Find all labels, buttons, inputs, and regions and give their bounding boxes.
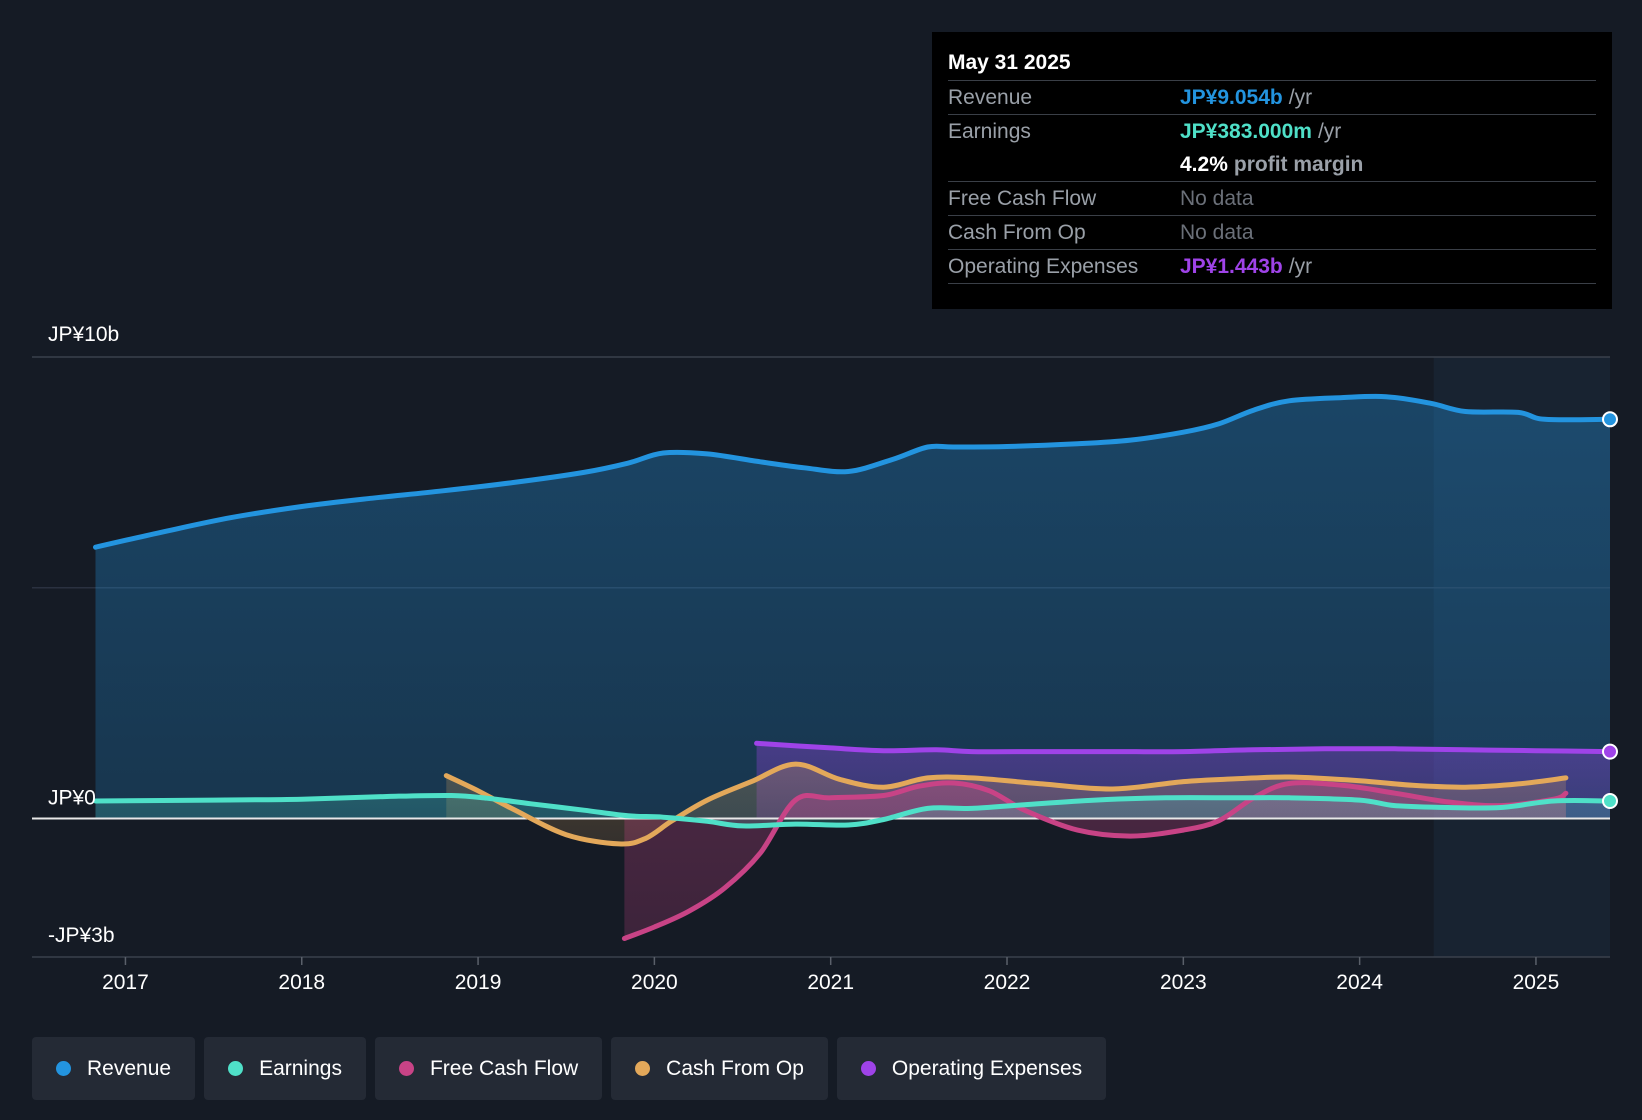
y-tick-label: JP¥10b [48,323,119,346]
x-tick-label: 2021 [807,971,854,994]
tooltip-unit: /yr [1317,120,1342,143]
legend-label: Revenue [87,1056,172,1080]
tooltip-value: No data [1180,187,1254,210]
x-tick-label: 2024 [1336,971,1383,994]
tooltip-row-fcf: Free Cash Flow No data [948,182,1596,216]
legend-item-revenue[interactable]: Revenue [32,1037,196,1100]
legend-item-free-cash-flow[interactable]: Free Cash Flow [374,1037,603,1100]
line-free-cash-flow [621,780,1569,941]
tooltip-label-spacer [948,148,1180,181]
y-tick-label: -JP¥3b [48,924,115,947]
x-tick-label: 2018 [278,971,325,994]
tooltip-row-earnings: Earnings JP¥383.000m /yr [948,115,1596,148]
tooltip-unit: /yr [1288,255,1313,278]
end-marker-operating-expenses [1602,743,1618,760]
tooltip-label: Revenue [948,86,1033,109]
tooltip-label: Free Cash Flow [948,187,1097,210]
tooltip-date: May 31 2025 [948,46,1596,81]
line-earnings [93,792,1613,829]
legend: Revenue Earnings Free Cash Flow Cash Fro… [32,1037,1107,1100]
tooltip-value: 4.2% [1180,153,1228,176]
y-tick-label: JP¥0 [48,787,96,810]
end-marker-revenue [1602,411,1618,428]
legend-dot-icon [56,1061,71,1076]
legend-dot-icon [860,1061,876,1076]
tooltip-row-margin: 4.2% profit margin [948,148,1596,182]
legend-dot-icon [228,1061,244,1076]
tooltip-label: Cash From Op [948,221,1086,244]
x-tick-label: 2022 [984,971,1031,994]
tooltip-value: JP¥9.054b [1180,86,1283,109]
tooltip-unit: profit margin [1233,153,1364,176]
line-revenue [93,393,1613,550]
x-tick-label: 2020 [631,971,678,994]
tooltip-label: Earnings [948,120,1031,143]
legend-label: Cash From Op [666,1056,804,1080]
legend-item-earnings[interactable]: Earnings [204,1037,366,1100]
tooltip-row-cfo: Cash From Op No data [948,216,1596,250]
legend-item-cash-from-op[interactable]: Cash From Op [611,1037,828,1100]
x-tick-label: 2025 [1513,971,1560,994]
tooltip-label: Operating Expenses [948,255,1139,278]
x-tick-label: 2023 [1160,971,1207,994]
tooltip-unit: /yr [1288,86,1313,109]
tooltip-value: JP¥383.000m [1180,120,1312,143]
x-tick-label: 2019 [455,971,502,994]
tooltip-row-opex: Operating Expenses JP¥1.443b /yr [948,250,1596,284]
legend-item-operating-expenses[interactable]: Operating Expenses [836,1037,1107,1100]
end-marker-earnings [1602,793,1618,809]
legend-dot-icon [398,1061,414,1076]
tooltip-value: No data [1180,221,1254,244]
legend-dot-icon [635,1061,651,1076]
tooltip-panel: May 31 2025 Revenue JP¥9.054b /yr Earnin… [932,32,1612,309]
x-tick-label: 2017 [102,971,149,994]
legend-label: Free Cash Flow [429,1056,579,1080]
line-cash-from-op [443,761,1569,847]
tooltip-value: JP¥1.443b [1180,255,1283,278]
line-operating-expenses [754,740,1613,755]
tooltip-row-revenue: Revenue JP¥9.054b /yr [948,81,1596,115]
legend-label: Operating Expenses [891,1056,1083,1080]
area-revenue [95,396,1610,819]
legend-label: Earnings [259,1056,342,1080]
